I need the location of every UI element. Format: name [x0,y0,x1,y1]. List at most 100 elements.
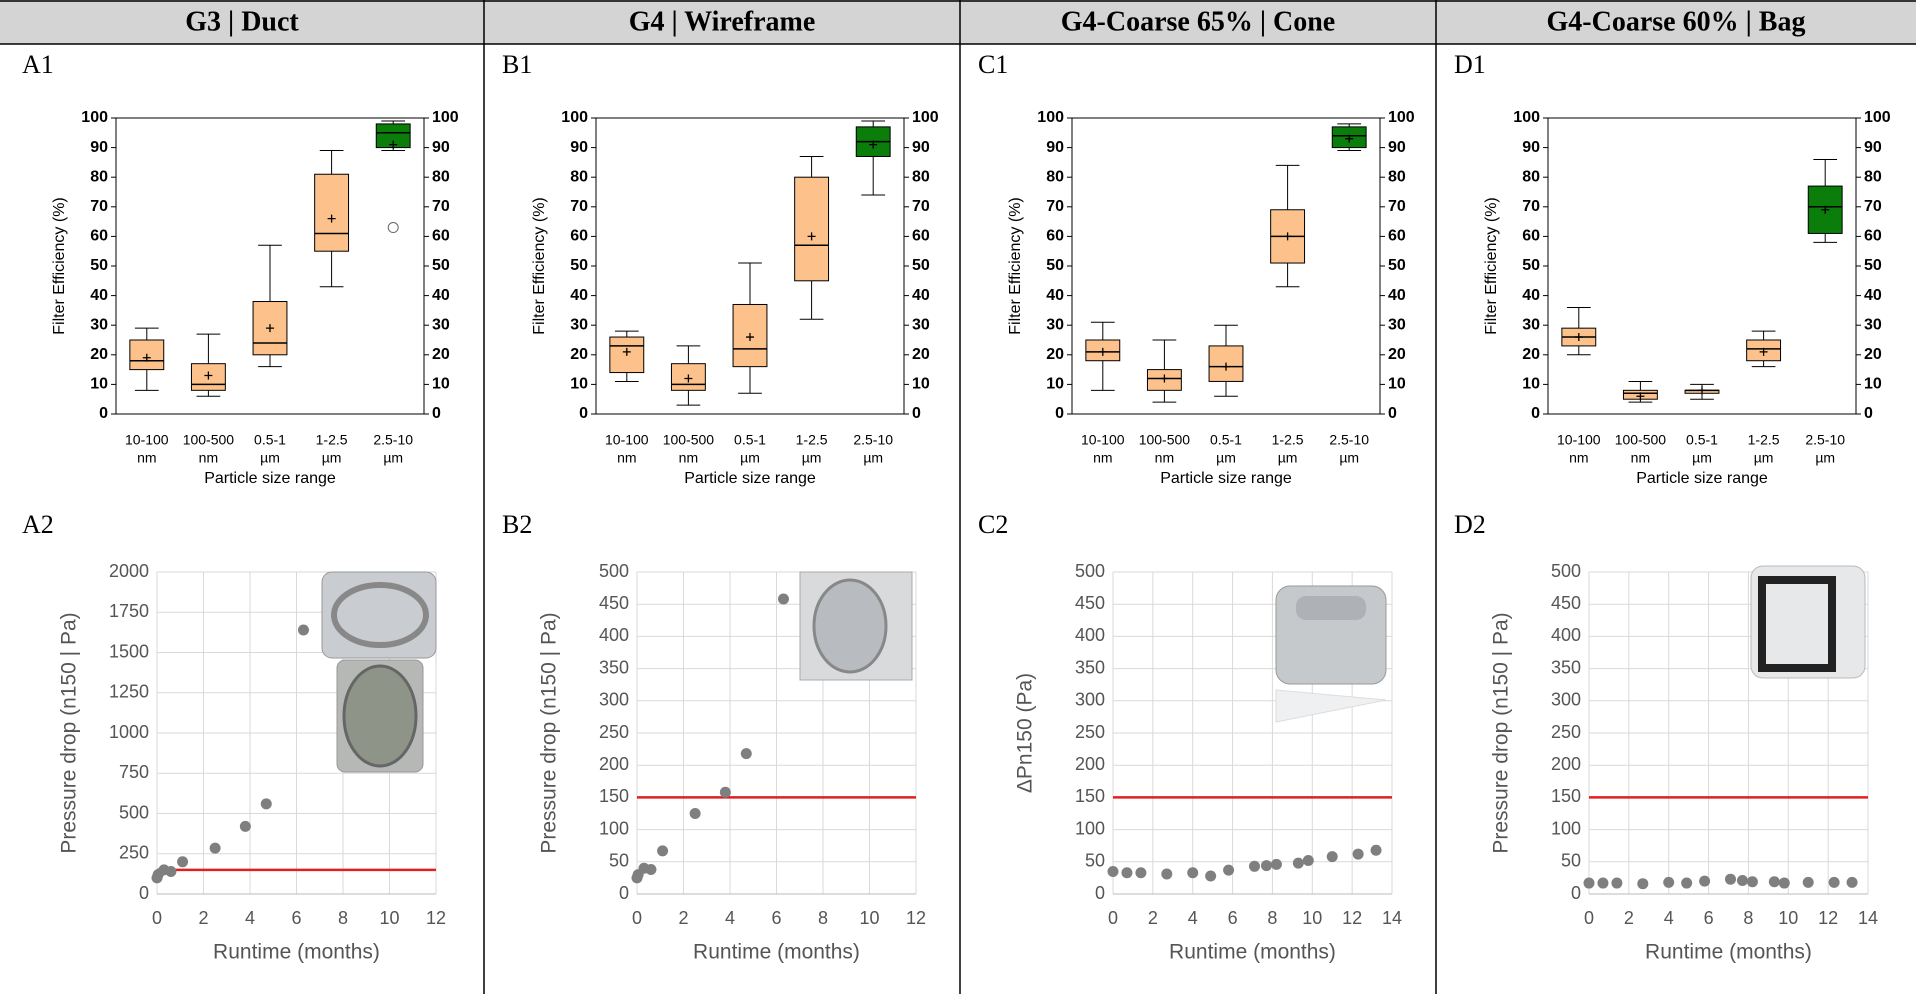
y-tick-label: 350 [1551,657,1581,677]
y-tick-label: 50 [1046,257,1064,274]
point [1370,844,1382,856]
y2-tick-label: 80 [1864,168,1882,185]
x-tick-label: µm [1815,450,1835,466]
point [209,842,221,854]
mean [1698,386,1706,395]
y2-tick-label: 80 [432,168,450,185]
x-tick-label: 0 [1584,908,1594,928]
y-tick-label: 400 [599,625,629,645]
x-axis-title: Particle size range [1160,470,1292,487]
y-tick-label: 0 [139,883,149,903]
x-tick-label: 4 [1664,908,1674,928]
x-tick-label: 1-2.5 [796,432,828,448]
mean [1345,134,1354,143]
photos [321,565,1866,773]
y-tick-label: 90 [570,139,588,156]
y-tick-label: 100 [1037,109,1064,126]
y-axis-title: Filter Efficiency (%) [1007,197,1024,335]
y-tick-label: 100 [1075,818,1105,838]
point [1121,867,1133,879]
mean [807,232,816,241]
x-tick-label: µm [740,450,760,466]
y-tick-label: 50 [1085,851,1105,871]
point [1352,848,1364,860]
x-tick-label: 100-500 [1615,432,1667,448]
y-tick-label: 200 [1551,754,1581,774]
x-tick-label: 0 [152,908,162,928]
y2-tick-label: 70 [1388,198,1406,215]
x-tick-label: 10-100 [1557,432,1601,448]
y2-tick-label: 20 [912,346,930,363]
y-axis-title: Filter Efficiency (%) [51,197,68,335]
y-tick-label: 300 [1075,690,1105,710]
photo [1750,565,1866,679]
y2-tick-label: 80 [912,168,930,185]
y-axis-title: Pressure drop (n150 | Pa) [538,612,561,853]
y-tick-label: 450 [1551,593,1581,613]
y2-tick-label: 10 [432,376,450,393]
point [1699,875,1711,887]
x-tick-label: 6 [1704,908,1714,928]
y-tick-label: 150 [1551,786,1581,806]
x-tick-label: µm [260,450,280,466]
y-tick-label: 100 [561,109,588,126]
y-tick-label: 1750 [109,601,149,621]
column-header: G4 | Wireframe [629,6,816,37]
mean [1283,232,1292,241]
y-tick-label: 200 [1075,754,1105,774]
x-tick-label: 2.5-10 [1329,432,1369,448]
y2-tick-label: 30 [912,316,930,333]
y2-tick-label: 20 [1864,346,1882,363]
y2-tick-label: 70 [1864,198,1882,215]
x-tick-label: 10-100 [605,432,649,448]
y-tick-label: 1500 [109,641,149,661]
y2-tick-label: 90 [1388,139,1406,156]
mean [746,333,754,342]
x-tick-label: 4 [245,908,255,928]
mean [1098,347,1107,356]
point [297,624,309,636]
y2-tick-label: 30 [1864,316,1882,333]
y2-tick-label: 10 [1388,376,1406,393]
point [177,856,189,868]
point [1270,858,1282,870]
y-tick-label: 350 [599,657,629,677]
x-tick-label: 100-500 [663,432,715,448]
x-tick-label: 100-500 [1139,432,1191,448]
point [1724,873,1736,885]
y-tick-label: 20 [90,346,108,363]
y-tick-label: 250 [1551,722,1581,742]
y-tick-label: 0 [1531,405,1540,422]
y-tick-label: 10 [1046,376,1064,393]
y-tick-label: 20 [1046,346,1064,363]
chart-panel: C2 0 50 100 150 200 250 300 350 400 450 500 0 2 4 6 8 10 1… [978,510,1402,964]
point [1828,876,1840,888]
y-tick-label: 100 [599,818,629,838]
y2-tick-label: 80 [1388,168,1406,185]
point [1161,868,1173,880]
y-tick-label: 90 [1522,139,1540,156]
y-axis-title: Pressure drop (n150 | Pa) [1490,612,1513,853]
y2-tick-label: 70 [432,198,450,215]
x-axis-title: Runtime (months) [1645,941,1812,964]
y2-tick-label: 10 [1864,376,1882,393]
point [777,593,789,605]
y-tick-label: 80 [1046,168,1064,185]
box [314,173,350,252]
x-tick-label: nm [199,450,218,466]
y-tick-label: 50 [609,851,629,871]
y2-tick-label: 0 [1864,405,1873,422]
x-tick-label: 10-100 [125,432,169,448]
mean [1222,362,1230,371]
x-tick-label: 10 [1778,908,1798,928]
y-tick-label: 20 [570,346,588,363]
y-tick-label: 40 [570,287,588,304]
y-tick-label: 90 [90,139,108,156]
y-tick-label: 70 [570,198,588,215]
mean [1574,333,1583,342]
y2-tick-label: 60 [912,228,930,245]
chart-panel: B1 0 10 20 30 40 50 60 70 80 90 100 0 10 20 30 40 50 60 70 8… [502,50,939,487]
y-tick-label: 200 [599,754,629,774]
x-tick-label: µm [322,450,342,466]
